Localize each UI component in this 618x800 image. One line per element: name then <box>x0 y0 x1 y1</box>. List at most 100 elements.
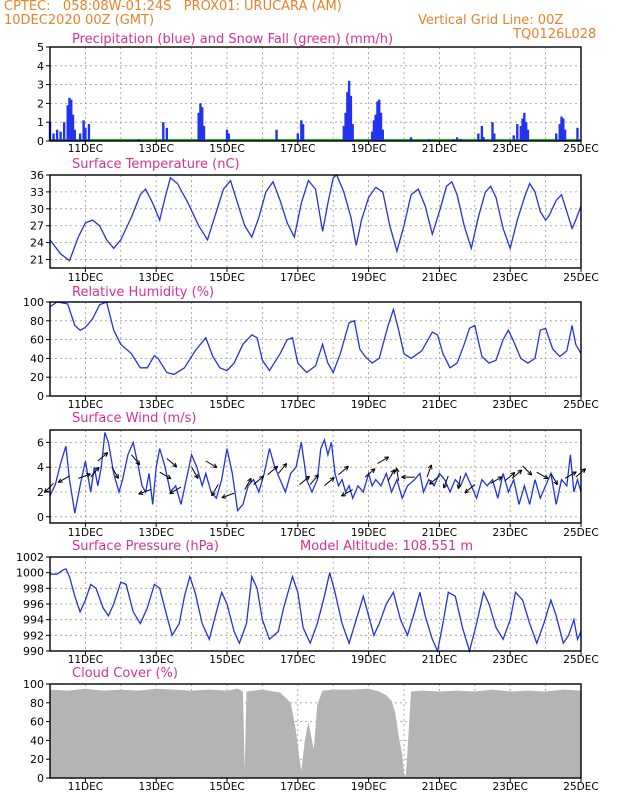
panel-frame <box>49 683 582 779</box>
y-tick-label: 60 <box>30 334 44 347</box>
precipitation-bar <box>199 103 202 141</box>
wind-direction-arrow <box>464 484 476 494</box>
y-tick-label: 40 <box>30 734 44 747</box>
x-tick-label: 15DEC <box>209 272 244 284</box>
wind-arrow-head <box>390 469 395 473</box>
x-tick-label: 21DEC <box>422 527 457 539</box>
precipitation-bar <box>491 122 494 141</box>
x-tick-label: 19DEC <box>351 654 386 666</box>
x-tick-label: 13DEC <box>138 781 173 793</box>
y-tick-label: 1 <box>37 116 44 129</box>
precipitation-bar <box>482 137 485 141</box>
x-tick-label: 25DEC <box>563 654 598 666</box>
precipitation-bar <box>73 129 76 141</box>
y-tick-label: 4 <box>37 60 44 73</box>
x-tick-label: 23DEC <box>492 272 527 284</box>
precipitation-bar <box>165 127 169 141</box>
wind-arrow-head <box>456 484 459 489</box>
wind-arrow-head <box>314 474 319 477</box>
precipitation-bar <box>202 125 206 141</box>
y-tick-label: 80 <box>30 315 44 328</box>
wind-direction-arrow <box>221 492 235 499</box>
y-tick-label: 990 <box>23 645 44 658</box>
panel-title: Surface Pressure (hPa) <box>72 539 219 554</box>
wind-direction-arrow <box>97 452 109 462</box>
precipitation-bar <box>349 95 353 141</box>
y-tick-label: 30 <box>30 203 44 216</box>
series-line <box>49 301 582 376</box>
wind-arrow-head <box>519 469 523 475</box>
wind-arrow-head <box>172 465 177 468</box>
x-tick-label: 25DEC <box>563 272 598 284</box>
wind-direction-arrow <box>253 475 264 485</box>
precipitation-bar <box>197 112 200 141</box>
x-tick-label: 15DEC <box>209 654 244 666</box>
x-tick-label: 19DEC <box>351 272 386 284</box>
wind-direction-arrow <box>138 489 152 495</box>
x-tick-label: 25DEC <box>563 781 598 793</box>
wind-arrow-head <box>261 475 264 481</box>
wind-arrow-head <box>169 489 173 494</box>
precipitation-bar <box>555 133 558 141</box>
x-tick-label: 21DEC <box>422 781 457 793</box>
wind-arrow-head <box>273 465 278 468</box>
precipitation-bar <box>84 127 87 141</box>
series-line <box>49 173 582 262</box>
wind-direction-arrow <box>511 469 523 479</box>
wind-direction-arrow <box>267 465 278 476</box>
wind-arrow-head <box>114 475 119 479</box>
wind-direction-arrow <box>159 471 172 480</box>
x-tick-label: 13DEC <box>138 527 173 539</box>
y-tick-label: 994 <box>23 614 44 627</box>
wind-arrow-head <box>517 469 523 472</box>
x-tick-label: 13DEC <box>138 272 173 284</box>
wind-arrow-head <box>275 466 279 471</box>
precipitation-bar <box>62 122 66 141</box>
precipitation-bar <box>523 112 526 141</box>
precipitation-bar <box>201 107 204 141</box>
wind-direction-arrow <box>522 465 533 476</box>
wind-direction-arrow <box>550 473 558 485</box>
model-code-label: TQ0126L028 <box>513 27 597 42</box>
precipitation-bar <box>59 131 62 141</box>
wind-arrow-head <box>581 468 586 471</box>
y-tick-label: 80 <box>30 697 44 710</box>
x-tick-label: 25DEC <box>563 527 598 539</box>
vertical-grid-line-label: Vertical Grid Line: 00Z <box>418 13 564 28</box>
precipitation-bar <box>55 129 59 141</box>
precipitation-bar <box>82 120 85 141</box>
wind-arrow-head <box>385 456 390 461</box>
precipitation-bar <box>381 129 384 141</box>
panel-title: Cloud Cover (%) <box>72 666 178 681</box>
x-tick-label: 25DEC <box>563 399 598 411</box>
x-tick-label: 11DEC <box>68 143 103 155</box>
x-tick-label: 23DEC <box>492 143 527 155</box>
precipitation-bar <box>480 125 484 141</box>
wind-arrow-head <box>211 492 216 497</box>
wind-arrow-head <box>573 471 577 476</box>
wind-arrow-head <box>527 473 532 476</box>
wind-arrow-head <box>97 467 100 472</box>
y-tick-label: 3 <box>37 79 44 92</box>
precipitation-bar <box>370 131 374 141</box>
precipitation-bar <box>296 133 299 141</box>
station-header-line1: CPTEC: 058:08W-01:24S PROX01: URUCARA (A… <box>4 0 342 14</box>
wind-direction-arrow <box>309 474 319 485</box>
precipitation-bar <box>455 137 459 141</box>
y-tick-label: 1002 <box>16 551 44 564</box>
panel-title: Surface Wind (m/s) <box>72 411 196 426</box>
wind-direction-arrow <box>244 478 252 490</box>
wind-direction-arrow <box>78 473 91 479</box>
wind-arrow-head <box>305 475 310 478</box>
y-tick-label: 6 <box>37 436 44 449</box>
panel-title: Precipitation (blue) and Snow Fall (gree… <box>72 32 393 47</box>
wind-arrow-head <box>583 468 587 474</box>
x-tick-label: 13DEC <box>138 399 173 411</box>
precipitation-bar <box>78 133 82 141</box>
wind-direction-arrow <box>341 489 353 497</box>
wind-arrow-head <box>221 494 226 499</box>
precipitation-bar <box>374 114 377 141</box>
wind-arrow-head <box>499 476 503 481</box>
panel-frame <box>49 46 582 142</box>
x-tick-label: 19DEC <box>351 781 386 793</box>
